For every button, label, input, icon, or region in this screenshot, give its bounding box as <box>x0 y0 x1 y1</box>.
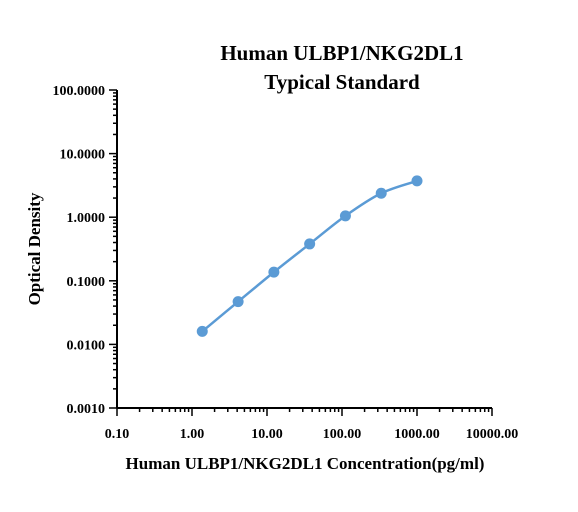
y-tick-label: 0.0010 <box>67 402 106 417</box>
y-axis: 0.0010 0.0100 0.1000 1.0000 10.0000 100.0000 <box>53 84 118 417</box>
data-point <box>196 325 208 337</box>
y-tick-label: 0.1000 <box>67 275 106 290</box>
data-point <box>304 238 316 250</box>
data-point <box>339 210 351 222</box>
data-point <box>375 187 387 199</box>
y-tick-label: 100.0000 <box>53 84 106 99</box>
y-tick-label: 10.0000 <box>60 148 106 163</box>
x-axis: 0.10 1.00 10.00 100.00 1000.00 10000.00 <box>105 407 519 442</box>
plot-area <box>196 175 423 337</box>
x-tick-label: 10000.00 <box>466 427 519 442</box>
x-tick-label: 1.00 <box>180 427 205 442</box>
x-tick-label: 1000.00 <box>394 427 440 442</box>
y-tick-label: 0.0100 <box>67 338 106 353</box>
x-tick-label: 10.00 <box>251 427 283 442</box>
chart-title-line-2: Typical Standard <box>264 70 420 94</box>
x-axis-title: Human ULBP1/NKG2DL1 Concentration(pg/ml) <box>126 454 485 473</box>
data-point <box>232 296 244 308</box>
data-point <box>411 175 423 187</box>
y-axis-title: Optical Density <box>25 192 44 305</box>
chart-title-line-1: Human ULBP1/NKG2DL1 <box>220 41 463 65</box>
data-point <box>268 266 280 278</box>
x-tick-label: 0.10 <box>105 427 130 442</box>
x-tick-label: 100.00 <box>323 427 362 442</box>
series-line <box>201 179 419 333</box>
y-tick-label: 1.0000 <box>67 211 106 226</box>
